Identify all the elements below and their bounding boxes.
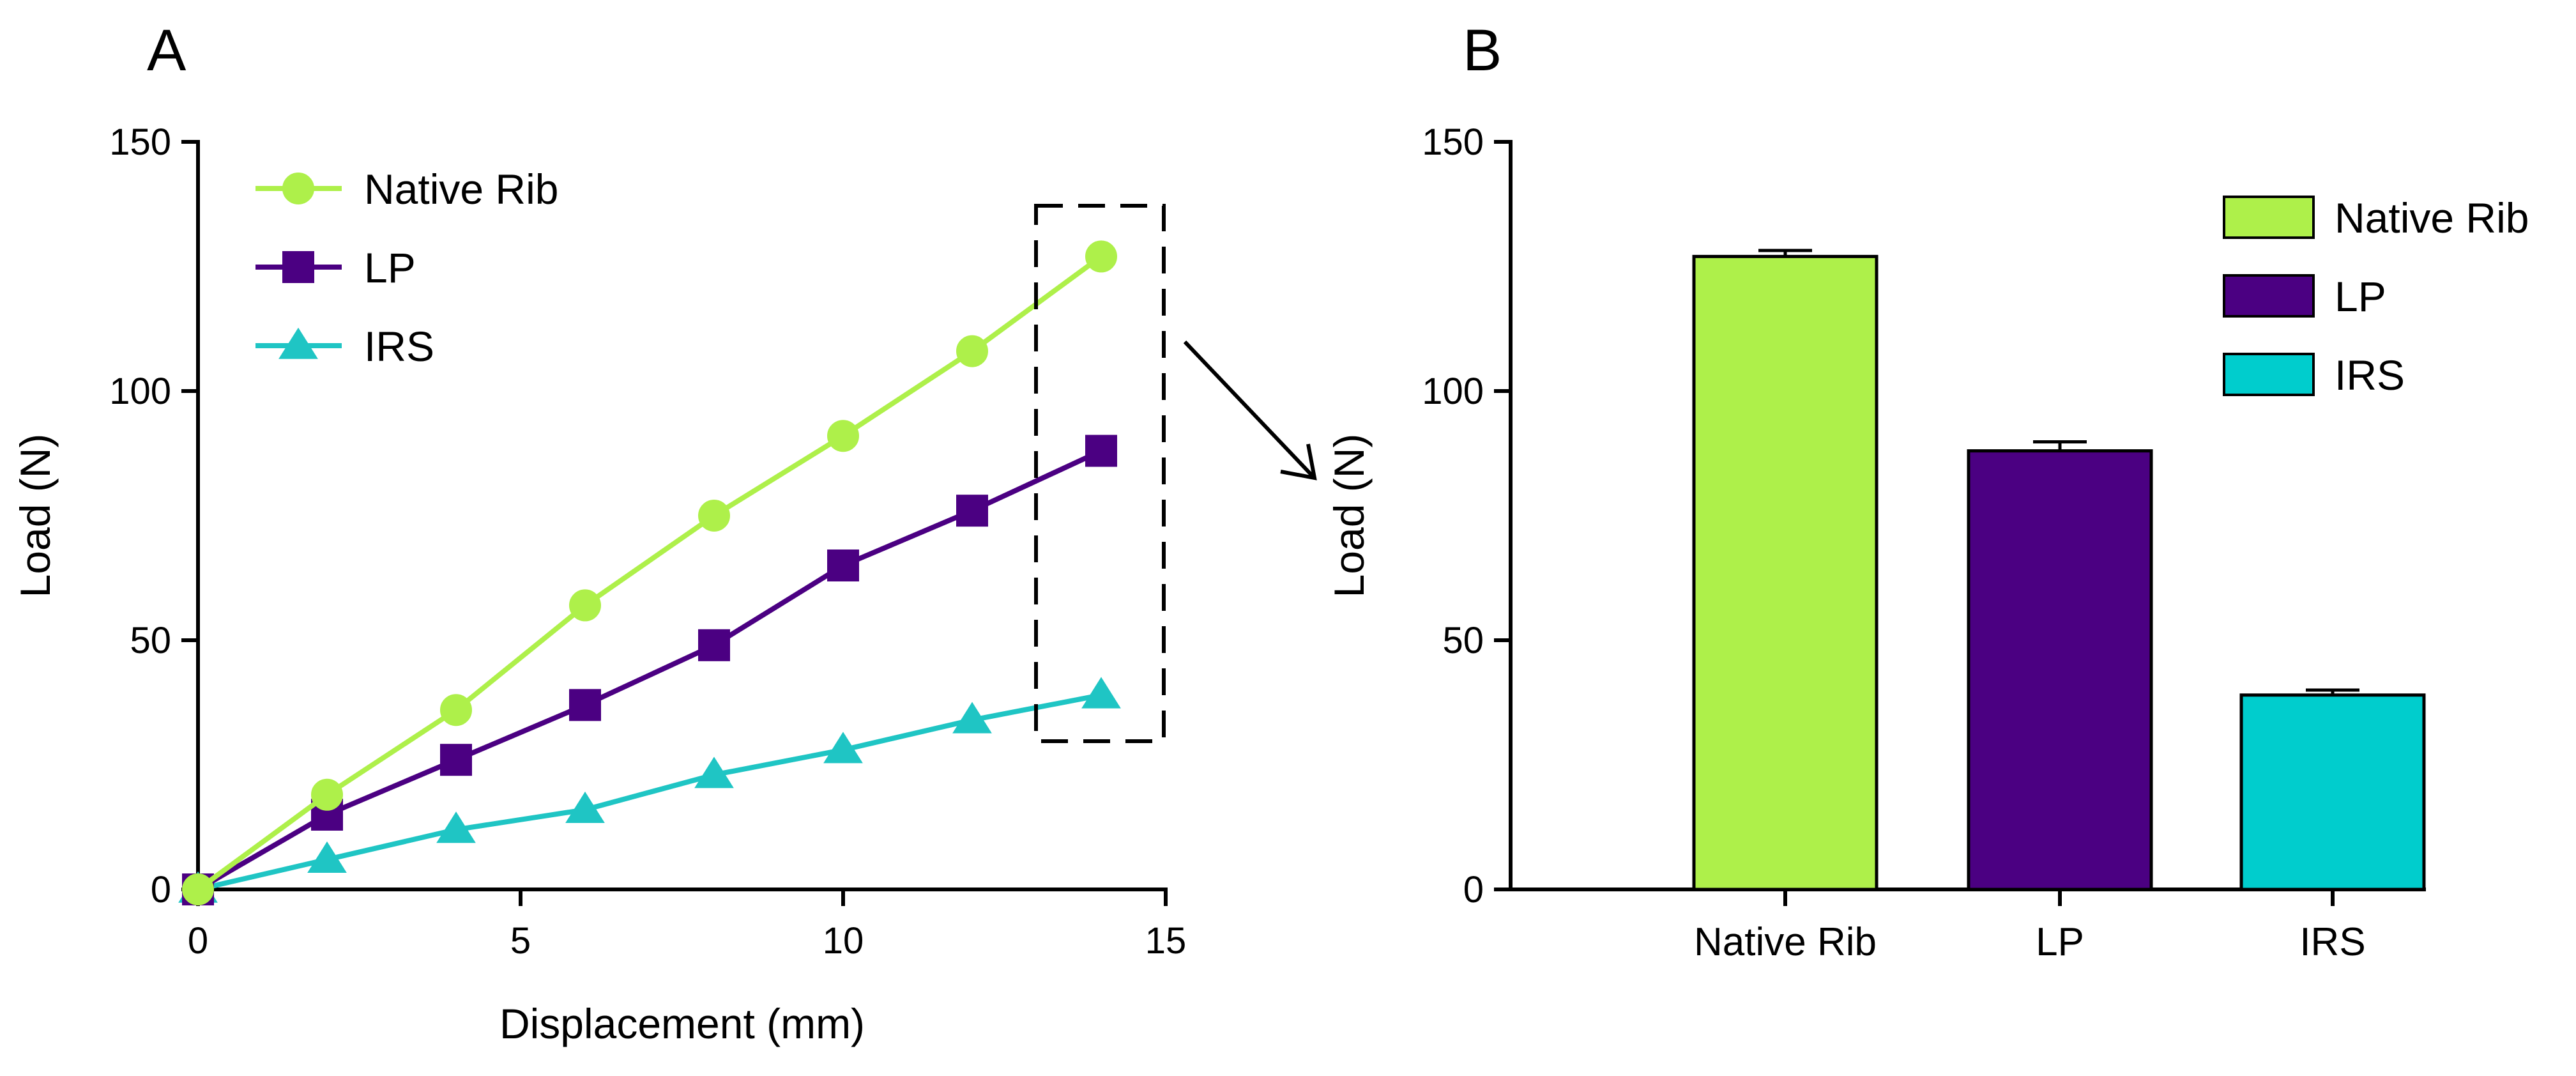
data-point-irs-14 [1081,677,1121,709]
panel-a-axes [196,140,1168,891]
legend-label-lp: LP [364,244,416,291]
legend-item-native-rib: Native Rib [2223,194,2529,242]
data-point-native-rib-8 [698,500,730,532]
panel-a-x-tick-label-15: 15 [1145,920,1187,962]
data-point-irs-12 [952,702,992,734]
panel-b-x-tick-label-native-rib: Native Rib [1694,920,1877,964]
data-point-native-rib-14 [1085,240,1117,273]
bar-irs [2239,693,2426,891]
data-point-native-rib-4 [440,694,472,726]
legend-swatch-lp [2223,274,2315,318]
panel-link-arrow-line [1183,340,1315,478]
bar-lp [1967,449,2153,891]
legend-label-native-rib: Native Rib [364,165,558,213]
data-point-irs-6 [565,791,605,823]
legend-marker-native-rib [282,173,314,204]
data-point-native-rib-0 [182,873,214,905]
panel-b-label: B [1463,18,1502,83]
panel-a-y-tick-label-50: 50 [130,620,171,661]
panel-b-x-tick-label-irs: IRS [2299,920,2365,964]
data-point-lp-12 [956,495,988,527]
legend-item-lp: LP [2223,273,2386,320]
panel-a-y-tick-label-0: 0 [151,869,171,911]
panel-a-x-axis-title: Displacement (mm) [499,1000,865,1047]
panel-link-arrow-head [1280,443,1317,480]
error-bar-lp [2033,440,2087,451]
series-line-irs [197,692,1102,892]
bar-group-lp: LP [1967,440,2153,964]
legend-marker-lp [282,251,314,283]
bar-native-rib [1692,254,1879,891]
data-point-irs-10 [823,732,863,764]
legend-item-irs: IRS [255,323,434,370]
legend-label-irs: IRS [2335,351,2405,399]
bar-group-native-rib: Native Rib [1692,249,1879,964]
legend-item-irs: IRS [2223,351,2405,399]
series-irs [178,677,1121,903]
panel-a-y-tick-label-150: 150 [109,121,171,163]
panel-a-x-tick-label-10: 10 [823,920,864,962]
data-point-native-rib-12 [956,335,988,367]
panel-b-y-tick-label-150: 150 [1422,121,1484,163]
panel-a-y-tick-label-100: 100 [109,371,171,412]
panel-b-bar-chart: Load (N) 0 50 100 150 Native Rib LP IRS Nativ… [1325,121,2529,964]
data-point-irs-4 [436,811,476,843]
data-point-lp-6 [569,689,601,721]
data-point-native-rib-6 [569,589,601,622]
panel-b-y-axis-title: Load (N) [1325,434,1373,598]
panel-a-y-axis-title: Load (N) [11,434,59,598]
legend-swatch-irs [2223,353,2315,396]
error-bar-irs [2306,688,2359,695]
panel-a-x-tick-label-5: 5 [510,920,531,962]
panel-a-label: A [147,18,187,83]
panel-a-x-tick-label-0: 0 [188,920,208,962]
legend-item-lp: LP [255,244,416,291]
error-bar-native-rib [1758,249,1812,257]
panel-b-x-tick-label-lp: LP [2036,920,2084,964]
panel-b-y-tick-label-0: 0 [1463,869,1484,911]
data-point-lp-10 [827,550,859,581]
bar-group-irs: IRS [2239,688,2426,964]
dashed-selection-box [1034,204,1166,743]
series-native-rib [182,240,1117,905]
panel-b-y-tick-label-100: 100 [1422,371,1484,412]
data-point-lp-4 [440,744,472,776]
data-point-lp-14 [1085,434,1117,467]
series-line-lp [196,448,1102,892]
data-point-irs-8 [694,757,734,788]
legend-label-native-rib: Native Rib [2335,194,2529,242]
legend-label-lp: LP [2335,273,2386,320]
data-point-native-rib-10 [827,420,859,452]
data-point-irs-2 [307,841,347,873]
data-point-lp-8 [698,629,730,661]
panel-b-y-tick-label-50: 50 [1442,620,1484,661]
legend-item-native-rib: Native Rib [255,165,558,213]
legend-label-irs: IRS [364,323,434,370]
panel-a-line-chart: Load (N) Displacement (mm) 0 50 100 150 0 5 1… [11,121,1317,1047]
series-lp [182,434,1117,905]
legend-swatch-native-rib [2223,196,2315,239]
series-line-native-rib [196,254,1103,892]
data-point-native-rib-2 [311,778,343,811]
legend-marker-irs [278,327,318,359]
